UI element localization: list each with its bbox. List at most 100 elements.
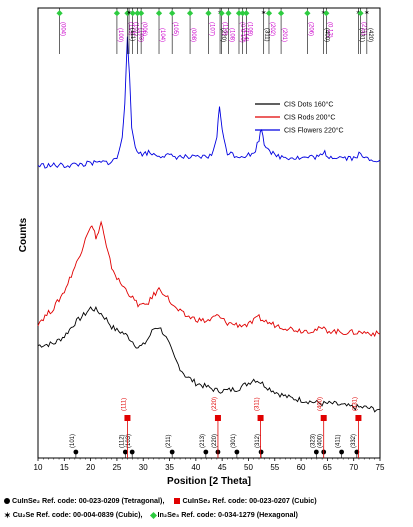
hkl-label-top: (201) (281, 28, 287, 42)
diamond-marker (304, 10, 311, 17)
circle-marker (129, 449, 135, 455)
hkl-label-top: (100) (117, 28, 123, 42)
diamond-marker (243, 10, 250, 17)
hkl-label-tetragonal: (220) (212, 434, 218, 448)
x-tick-label: 10 (34, 463, 43, 472)
hkl-label-top: (004) (60, 22, 66, 36)
caption-row-2: ✶ Cu₂Se Ref. code: 00-004-0839 (Cubic), … (4, 510, 298, 520)
square-marker (257, 415, 264, 421)
x-tick-label: 35 (165, 463, 174, 472)
hkl-label-top: (0 0 10) (239, 22, 245, 43)
diamond-marker (138, 10, 145, 17)
circle-marker (203, 449, 209, 455)
hkl-label-tetragonal: (211) (166, 434, 172, 448)
hkl-label-top: (008) (190, 28, 196, 42)
x-tick-label: 30 (139, 463, 148, 472)
y-axis-title: Counts (18, 217, 29, 252)
hkl-label-cubic: (220) (212, 397, 218, 411)
star-marker: ✶ (364, 9, 370, 17)
diamond-marker (265, 10, 273, 17)
hkl-label-cubic: (400) (318, 397, 324, 411)
hkl-label-tetragonal: (103) (126, 434, 132, 448)
series-layer (37, 36, 381, 413)
caption-row-1: CuInSe₂ Ref. code: 00-023-0209 (Tetragon… (4, 496, 317, 505)
hkl-label-top: (109) (246, 22, 252, 36)
hkl-label-top: (110) (222, 22, 228, 36)
square-marker (355, 415, 362, 421)
legend-label: CIS Rods 200°C (284, 114, 335, 122)
star-marker: ✶ (261, 9, 267, 17)
hkl-label-top: (101) (133, 22, 139, 36)
legend: CIS Dots 160°C CIS Rods 200°C CIS Flowers … (255, 101, 344, 135)
diamond-marker (113, 10, 121, 17)
diamond-marker (186, 10, 194, 17)
diamond-marker (205, 10, 212, 17)
hkl-label-top: (114) (243, 28, 249, 42)
green-diamond-marker-icon (149, 511, 157, 519)
caption-in2se3: In₂Se₃ Ref. code: 0-034-1279 (Hexagonal) (157, 510, 298, 519)
caption-tetragonal: CuInSe₂ Ref. code: 00-023-0209 (Tetragon… (12, 496, 165, 505)
diamond-marker (56, 10, 63, 17)
x-tick-label: 75 (376, 463, 385, 472)
x-tick-label: 65 (323, 463, 332, 472)
circle-marker (258, 449, 264, 455)
hkl-label-cubic: (311) (255, 397, 261, 411)
hkl-label-tetragonal: (112) (119, 434, 125, 448)
x-tick-label: 50 (244, 463, 253, 472)
star-marker: ✶ (126, 9, 132, 17)
hkl-label-tetragonal: (411) (336, 434, 342, 448)
hkl-label-top: (107) (208, 22, 214, 36)
hkl-label-cubic: (111) (121, 398, 127, 411)
series-line-2 (37, 220, 381, 338)
hkl-label-top: (103) (137, 28, 143, 42)
legend-label: CIS Dots 160°C (284, 101, 334, 109)
hkl-label-top: (0 12) (326, 22, 332, 38)
hkl-label-top: (331) (358, 28, 364, 42)
legend-label: CIS Flowers 220°C (284, 127, 344, 135)
hkl-label-tetragonal: (301) (231, 434, 237, 448)
square-marker (124, 415, 131, 421)
circle-marker (234, 449, 240, 455)
diamond-marker (235, 10, 243, 17)
hkl-label-top: (104) (159, 28, 165, 42)
hkl-label-tetragonal: (213) (200, 434, 206, 448)
x-tick-label: 40 (191, 463, 200, 472)
circle-marker (122, 449, 128, 455)
diamond-marker (225, 10, 232, 17)
x-tick-label: 25 (112, 463, 121, 472)
circle-marker (313, 449, 319, 455)
circle-marker (73, 449, 79, 455)
red-square-marker-icon (174, 498, 181, 505)
x-tick-label: 55 (270, 463, 279, 472)
x-axis-title: Position [2 Theta] (167, 476, 251, 487)
series-line-3 (37, 36, 381, 169)
square-marker (214, 415, 221, 421)
hkl-label-tetragonal: (101) (70, 434, 76, 448)
circle-marker-icon (4, 498, 10, 505)
hkl-label-tetragonal: (323) (310, 434, 316, 448)
hkl-label-top: (420) (367, 28, 373, 42)
hkl-label-tetragonal: (312) (255, 434, 261, 448)
hkl-label-top: (202) (269, 22, 275, 36)
x-tick-label: 20 (86, 463, 95, 472)
series-line-1 (37, 305, 381, 413)
hkl-label-tetragonal: (332) (351, 434, 357, 448)
plot-frame (37, 7, 381, 459)
star-marker-icon: ✶ (4, 510, 11, 520)
hkl-label-top: (206) (307, 22, 313, 36)
top-reference-markers: (004) (100) (113) ✶ (111)(101)(103)(006) (104… (56, 8, 373, 54)
diamond-marker (169, 10, 176, 17)
bottom-reference-markers: (101) (112) (103) (211) (213) (220) (301) (312)… (70, 397, 362, 458)
circle-marker (339, 449, 344, 455)
x-tick-label: 60 (297, 463, 306, 472)
hkl-label-top: (111) (129, 28, 135, 41)
hkl-label-top: (108) (228, 28, 234, 42)
hkl-label-top: (113) (127, 22, 133, 36)
x-tick-label: 45 (218, 463, 227, 472)
square-marker (320, 415, 327, 421)
hkl-label-top: (105) (172, 22, 178, 36)
caption-cubic: CuInSe₂ Ref. code: 00-023-0207 (Cubic) (182, 496, 317, 505)
hkl-label-top: (400) (324, 28, 330, 42)
hkl-label-cubic: (331) (352, 397, 358, 411)
